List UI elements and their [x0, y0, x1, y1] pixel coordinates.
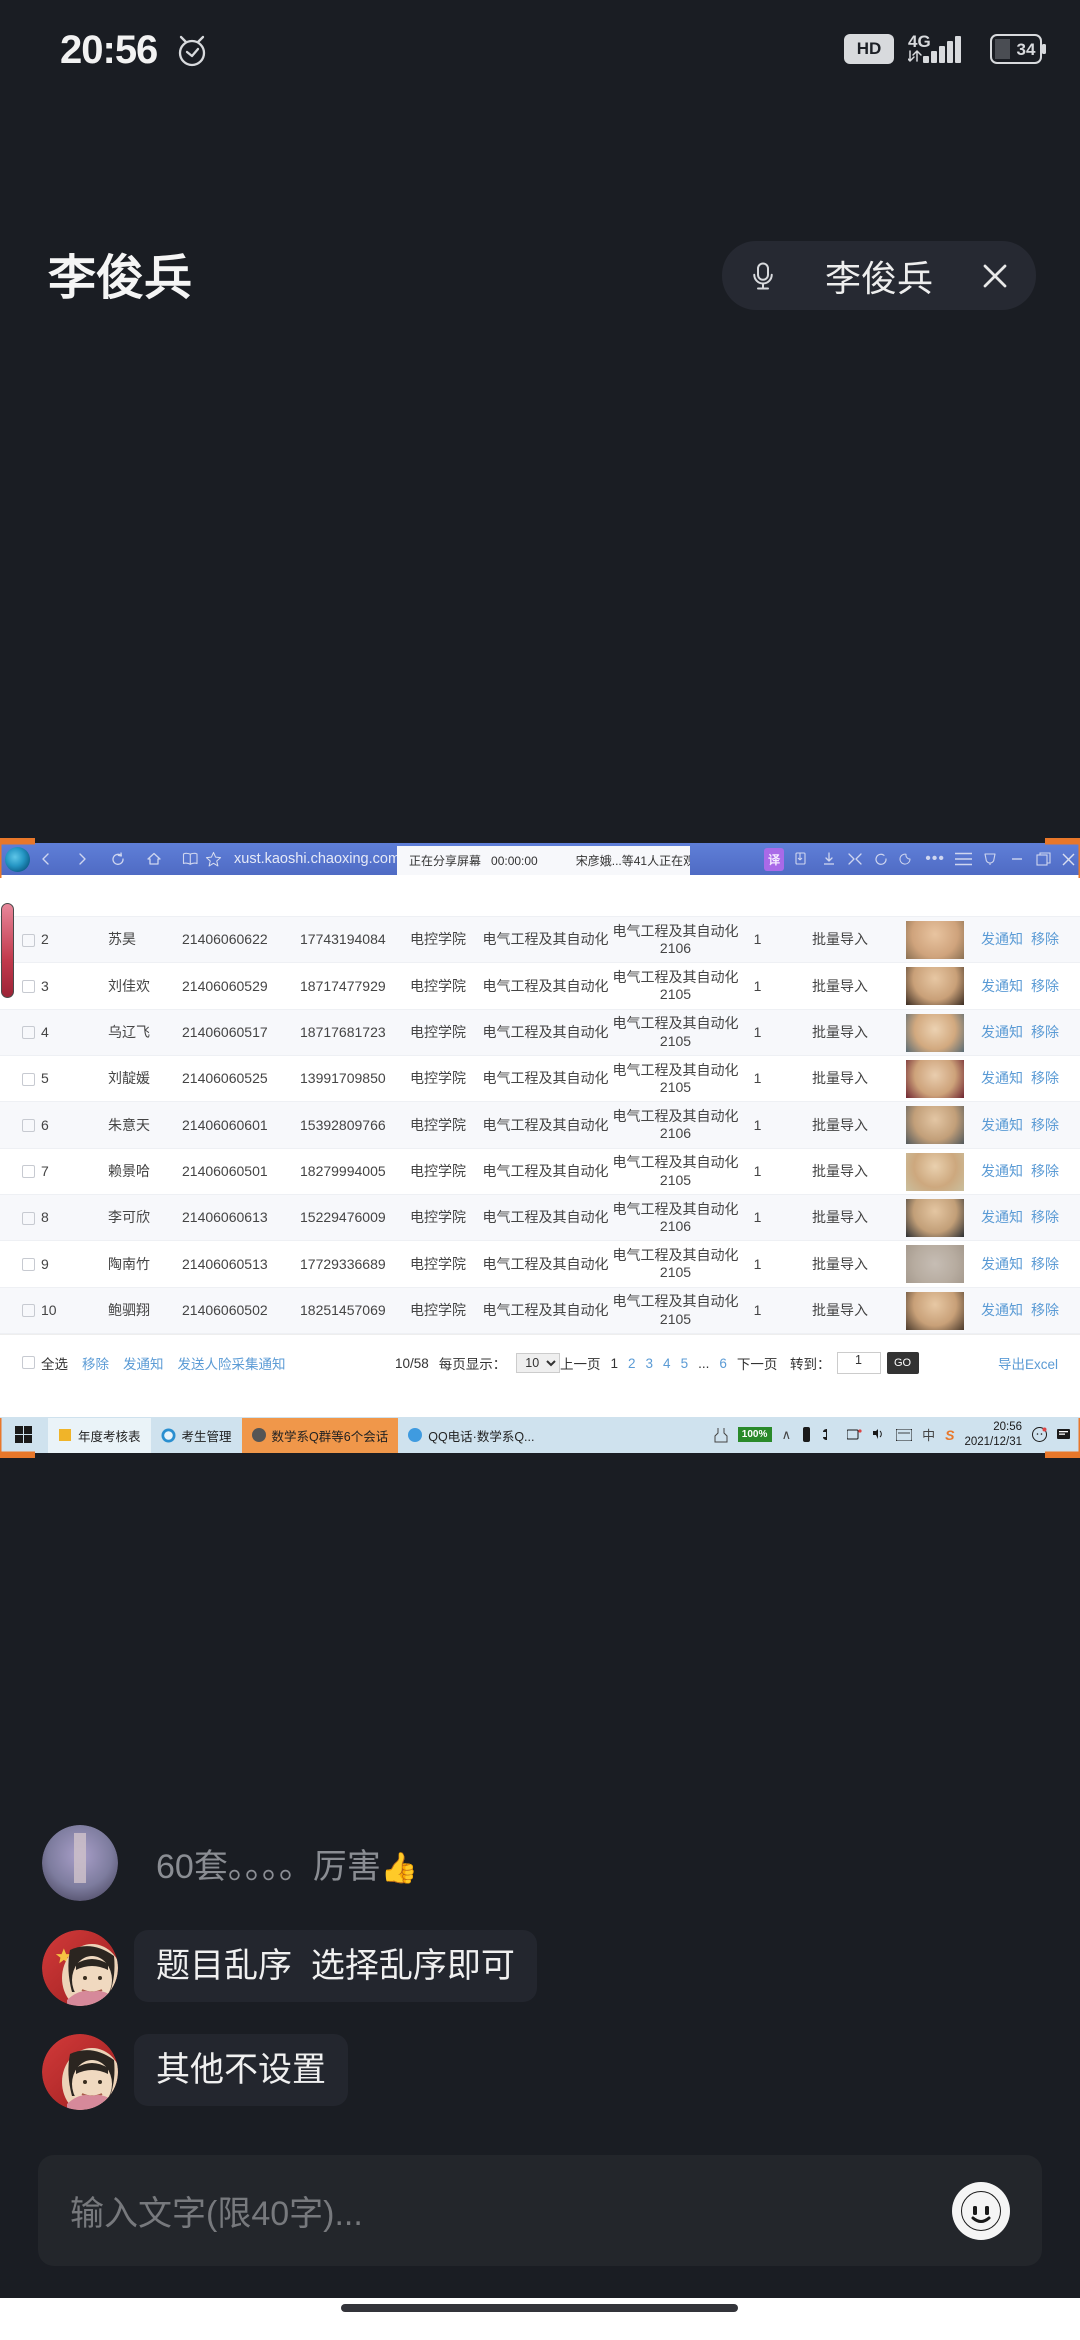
svg-text:34: 34 [1017, 40, 1036, 59]
svg-text:4G: 4G [908, 32, 931, 51]
